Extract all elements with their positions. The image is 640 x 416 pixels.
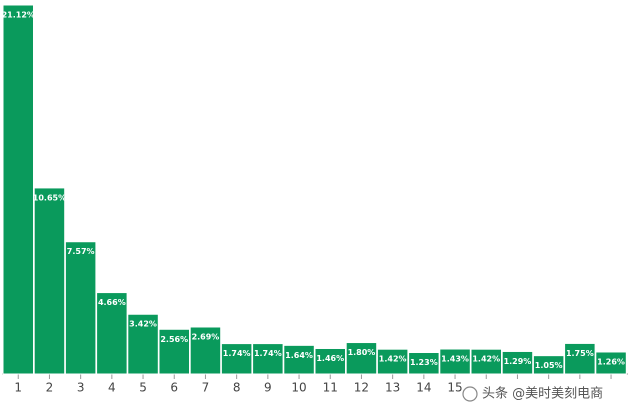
bar	[345, 342, 378, 375]
bar	[283, 344, 315, 375]
bar	[470, 348, 502, 375]
value-label: 7.57%	[67, 247, 95, 256]
bar	[408, 352, 440, 375]
value-label: 1.26%	[597, 357, 625, 366]
bar	[2, 4, 34, 375]
value-label: 21.12%	[2, 11, 35, 20]
x-tick-label: 11	[323, 381, 338, 395]
value-label: 1.74%	[223, 349, 251, 358]
bar	[595, 351, 627, 375]
bar	[64, 241, 97, 375]
value-label: 1.23%	[410, 358, 438, 367]
x-tick-label: 10	[291, 381, 306, 395]
x-tick-label: 13	[385, 381, 400, 395]
x-tick-label: 9	[264, 381, 272, 395]
x-tick-label: 3	[77, 381, 85, 395]
bar	[564, 342, 596, 375]
x-tick-label: 4	[108, 381, 116, 395]
bar	[158, 328, 190, 375]
value-label: 2.56%	[160, 335, 188, 344]
value-label: 10.65%	[33, 193, 66, 202]
bar	[189, 326, 222, 375]
x-tick-label: 14	[416, 381, 431, 395]
value-label: 3.42%	[129, 320, 157, 329]
value-label: 1.43%	[441, 355, 469, 364]
value-label: 4.66%	[98, 298, 126, 307]
x-tick-label: 7	[202, 381, 210, 395]
bar	[376, 348, 409, 375]
value-label: 1.74%	[254, 349, 282, 358]
value-label: 1.80%	[348, 348, 376, 357]
x-tick-label: 2	[46, 381, 54, 395]
bar	[33, 187, 66, 375]
bar	[314, 347, 346, 375]
x-tick-label: 1	[14, 381, 22, 395]
bar	[439, 348, 471, 375]
value-label: 1.42%	[379, 355, 407, 364]
value-label: 1.42%	[472, 355, 500, 364]
bar	[127, 313, 159, 375]
x-tick-label: 5	[139, 381, 147, 395]
x-tick-label: 6	[170, 381, 178, 395]
bar	[252, 343, 284, 375]
value-label: 1.05%	[535, 361, 563, 370]
x-tick-label: 12	[354, 381, 369, 395]
value-label: 1.64%	[285, 351, 313, 360]
watermark: 头条 @美时美刻电商	[482, 386, 603, 402]
value-label: 2.69%	[192, 333, 220, 342]
value-label: 1.75%	[566, 349, 594, 358]
value-label: 1.46%	[316, 354, 344, 363]
watermark-icon	[462, 386, 478, 402]
bar	[220, 343, 253, 375]
bar	[532, 355, 565, 375]
x-tick-label: 8	[233, 381, 241, 395]
bar	[96, 292, 128, 375]
bar	[501, 350, 534, 375]
value-label: 1.29%	[504, 357, 532, 366]
x-tick-label: 15	[447, 381, 462, 395]
